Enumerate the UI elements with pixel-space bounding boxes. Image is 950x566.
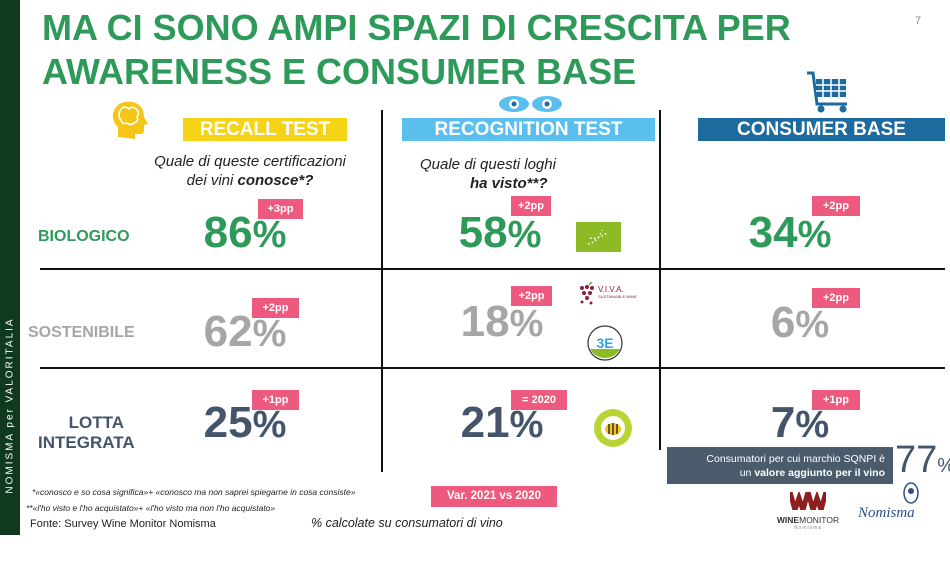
shopping-cart-icon <box>807 71 847 113</box>
consumer-base-header: CONSUMER BASE <box>698 118 945 141</box>
question-line: dei vini conosce*? <box>125 171 375 190</box>
svg-text:3E: 3E <box>596 335 613 351</box>
viva-text: V.I.V.A. <box>598 285 624 294</box>
percent: % <box>509 404 544 446</box>
viva-sustainable-wine-logo: V.I.V.A. SUSTAINABLE WINE <box>578 282 638 306</box>
value-cell: 86% <box>175 208 315 258</box>
recall-question: Quale di queste certificazioni dei vini … <box>125 152 375 190</box>
callout-value: 77% <box>895 438 950 488</box>
base-note: % calcolate su consumatori di vino <box>311 516 503 530</box>
change-badge: +2pp <box>812 288 860 308</box>
value: 34 <box>748 208 798 257</box>
change-badge: +2pp <box>812 196 860 216</box>
percent: % <box>507 214 542 256</box>
divider <box>381 110 383 472</box>
label-line: INTEGRATA <box>38 433 135 452</box>
change-badge: = 2020 <box>511 390 567 410</box>
winemonitor-mark <box>787 482 829 519</box>
eyes-icon <box>499 96 562 112</box>
divider <box>659 110 661 450</box>
footnote-1: *«conosco e so cosa significa»+ «conosco… <box>32 487 356 497</box>
value-cell: 7% <box>730 398 870 448</box>
footnote-2: **«l'ho visto e l'ho acquistato»+ «l'ho … <box>26 503 276 513</box>
change-badge: +1pp <box>812 390 860 410</box>
value: 21 <box>460 398 510 447</box>
brain-head-icon <box>112 101 148 139</box>
value-cell: 21% <box>432 398 572 448</box>
row-label-biologico: BIOLOGICO <box>38 228 130 245</box>
percent: % <box>252 313 287 355</box>
change-badge: +2pp <box>511 196 551 216</box>
percent: % <box>795 304 830 346</box>
divider <box>40 268 945 270</box>
row-label-sostenibile: SOSTENIBILE <box>28 324 135 341</box>
value: 77 <box>895 439 938 481</box>
callout-line: Consumatori per cui marchio SQNPI è <box>706 453 885 465</box>
value-cell: 6% <box>730 298 870 348</box>
callout-bold: valore aggiunto per il vino <box>754 467 885 479</box>
sqnpi-callout: Consumatori per cui marchio SQNPI è un v… <box>667 447 893 484</box>
percent: % <box>795 404 830 446</box>
variation-legend: Var. 2021 vs 2020 <box>431 486 557 507</box>
nomisma-logo: Nomisma <box>858 505 915 521</box>
question-line: Quale di questi loghi <box>420 156 556 173</box>
percent: % <box>252 214 287 256</box>
question-text: dei vini <box>186 172 238 189</box>
percent: % <box>509 303 544 345</box>
value-cell: 18% <box>432 297 572 347</box>
recognition-test-header: RECOGNITION TEST <box>402 118 655 141</box>
equalitas-3e-logo: 3E <box>587 325 623 361</box>
change-badge: +2pp <box>511 286 552 306</box>
page-number: 7 <box>915 15 922 27</box>
question-line: Quale di queste certificazioni <box>154 153 346 170</box>
logo-text: WINE <box>776 515 800 525</box>
sqnpi-bee-logo <box>594 409 632 447</box>
viva-subtext: SUSTAINABLE WINE <box>598 294 637 299</box>
title-line-1: MA CI SONO AMPI SPAZI DI CRESCITA PER <box>42 7 791 48</box>
winemonitor-logo: WINEMONITOR Nomisma <box>773 482 843 531</box>
source: Fonte: Survey Wine Monitor Nomisma <box>30 518 216 530</box>
question-bold: ha visto**? <box>470 175 548 192</box>
value: 86 <box>203 208 253 257</box>
change-badge: +1pp <box>252 390 299 410</box>
divider <box>40 367 945 369</box>
callout-text: un <box>739 467 755 479</box>
value: 6 <box>770 298 796 347</box>
value-cell: 58% <box>430 208 570 258</box>
sidebar-band <box>0 0 20 535</box>
value: 62 <box>203 307 253 356</box>
value: 25 <box>203 398 253 447</box>
change-badge: +2pp <box>252 298 299 318</box>
percent: % <box>937 455 950 477</box>
recall-test-header: RECALL TEST <box>183 118 347 141</box>
recognition-question: Quale di questi loghi ha visto**? <box>420 155 620 193</box>
value-cell: 34% <box>720 208 860 258</box>
value: 58 <box>458 208 508 257</box>
value: 18 <box>460 297 510 346</box>
nomisma-emblem <box>903 482 919 504</box>
percent: % <box>252 404 287 446</box>
value: 7 <box>770 398 796 447</box>
question-bold: conosce*? <box>237 172 314 189</box>
row-label-lotta-integrata: LOTTA INTEGRATA <box>38 413 135 453</box>
percent: % <box>797 214 832 256</box>
label-line: LOTTA <box>68 413 125 432</box>
callout-line: un valore aggiunto per il vino <box>675 466 885 480</box>
change-badge: +3pp <box>258 199 303 219</box>
logo-subtext: Nomisma <box>793 525 823 531</box>
grape-icon <box>580 282 594 305</box>
page-title: MA CI SONO AMPI SPAZI DI CRESCITA PER AW… <box>42 6 791 94</box>
question-line: ha visto**? <box>420 174 620 193</box>
logo-text: MONITOR <box>799 515 840 525</box>
value-cell: 25% <box>175 398 315 448</box>
eu-organic-leaf-logo <box>576 222 621 252</box>
value-cell: 62% <box>175 307 315 357</box>
sidebar-text: NOMISMA per VALORITALIA <box>4 317 16 494</box>
title-line-2: AWARENESS E CONSUMER BASE <box>42 51 637 92</box>
